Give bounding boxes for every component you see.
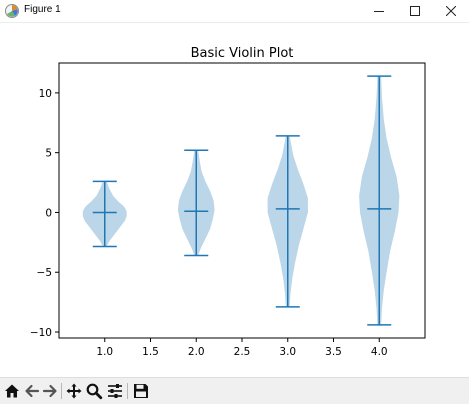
configure-subplots-icon	[108, 384, 122, 398]
x-axis-ticks: 1.0 1.5 2.0 2.5 3.0 3.5 4.0	[96, 338, 388, 358]
pan-move-icon	[66, 383, 82, 399]
violins-group	[82, 75, 400, 326]
close-icon	[446, 6, 456, 16]
close-button[interactable]	[433, 0, 469, 22]
save-button[interactable]	[131, 381, 151, 401]
y-tick-label: 0	[45, 207, 52, 219]
navigation-toolbar	[0, 377, 469, 404]
save-disk-icon	[134, 384, 148, 398]
back-arrow-icon	[25, 384, 40, 398]
chart-title: Basic Violin Plot	[191, 46, 294, 61]
y-tick-label: −5	[37, 267, 52, 279]
forward-button[interactable]	[40, 381, 60, 401]
x-tick-label: 2.5	[234, 346, 251, 358]
matplotlib-figure-icon	[4, 3, 20, 19]
y-tick-label: 10	[39, 88, 52, 100]
window-titlebar: Figure 1	[0, 0, 469, 23]
x-tick-label: 1.5	[142, 346, 159, 358]
violin-1	[82, 180, 127, 248]
configure-subplots-button[interactable]	[105, 381, 125, 401]
violin-3	[267, 135, 308, 308]
forward-arrow-icon	[42, 384, 57, 398]
maximize-icon	[410, 6, 420, 16]
violin-4	[359, 75, 400, 326]
zoom-magnifier-icon	[86, 383, 103, 400]
y-tick-label: 5	[45, 148, 52, 160]
x-tick-label: 1.0	[96, 346, 113, 358]
home-button[interactable]	[2, 381, 22, 401]
toolbar-separator	[127, 383, 128, 399]
x-tick-label: 4.0	[371, 346, 388, 358]
x-tick-label: 3.5	[325, 346, 342, 358]
toolbar-separator	[61, 383, 62, 399]
pan-button[interactable]	[64, 381, 84, 401]
home-icon	[5, 384, 19, 398]
violin-chart: Basic Violin Plot 1.0 1.5 2.0 2.5 3.0 3.5 4.0 …	[30, 46, 426, 358]
x-tick-label: 3.0	[279, 346, 296, 358]
violin-2	[177, 149, 215, 257]
y-axis-ticks: −10 −5 0 5 10	[30, 88, 59, 339]
window-title: Figure 1	[24, 4, 61, 15]
minimize-icon	[374, 11, 384, 12]
back-button[interactable]	[22, 381, 42, 401]
zoom-button[interactable]	[84, 381, 104, 401]
maximize-button[interactable]	[397, 0, 433, 22]
x-tick-label: 2.0	[188, 346, 205, 358]
y-tick-label: −10	[30, 327, 52, 339]
minimize-button[interactable]	[361, 0, 397, 22]
